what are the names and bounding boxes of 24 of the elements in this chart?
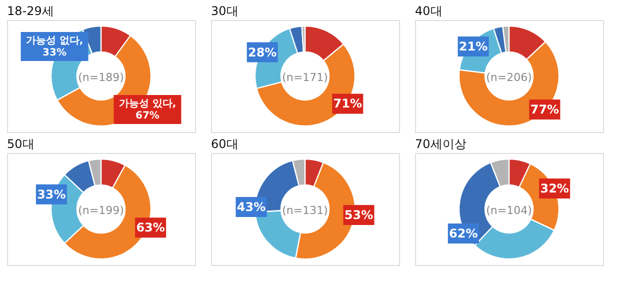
text: 32% bbox=[540, 181, 569, 196]
text: (n=104) bbox=[486, 204, 532, 217]
text: 33% bbox=[37, 187, 66, 202]
text: 71% bbox=[333, 96, 362, 111]
chart-title: 30대 bbox=[211, 4, 238, 18]
text: 62% bbox=[449, 226, 478, 241]
text: (n=189) bbox=[78, 71, 124, 84]
chart-title: 40대 bbox=[415, 4, 442, 18]
text: 53% bbox=[344, 208, 374, 222]
chart-title: 70세이상 bbox=[415, 137, 466, 151]
text: 43% bbox=[236, 200, 266, 214]
text: 가능성 있다, 67% bbox=[118, 98, 176, 122]
text: 77% bbox=[530, 102, 560, 117]
text: (n=206) bbox=[486, 71, 532, 84]
chart-title: 18-29세 bbox=[7, 4, 54, 18]
text: 28% bbox=[248, 45, 277, 60]
text: 가능성 없다, 33% bbox=[26, 35, 84, 58]
text: (n=131) bbox=[282, 204, 328, 217]
text: 21% bbox=[458, 39, 488, 54]
chart-title: 50대 bbox=[7, 137, 34, 151]
text: (n=171) bbox=[282, 71, 328, 84]
text: 63% bbox=[136, 220, 165, 235]
chart-title: 60대 bbox=[211, 137, 238, 151]
text: (n=199) bbox=[78, 204, 124, 217]
